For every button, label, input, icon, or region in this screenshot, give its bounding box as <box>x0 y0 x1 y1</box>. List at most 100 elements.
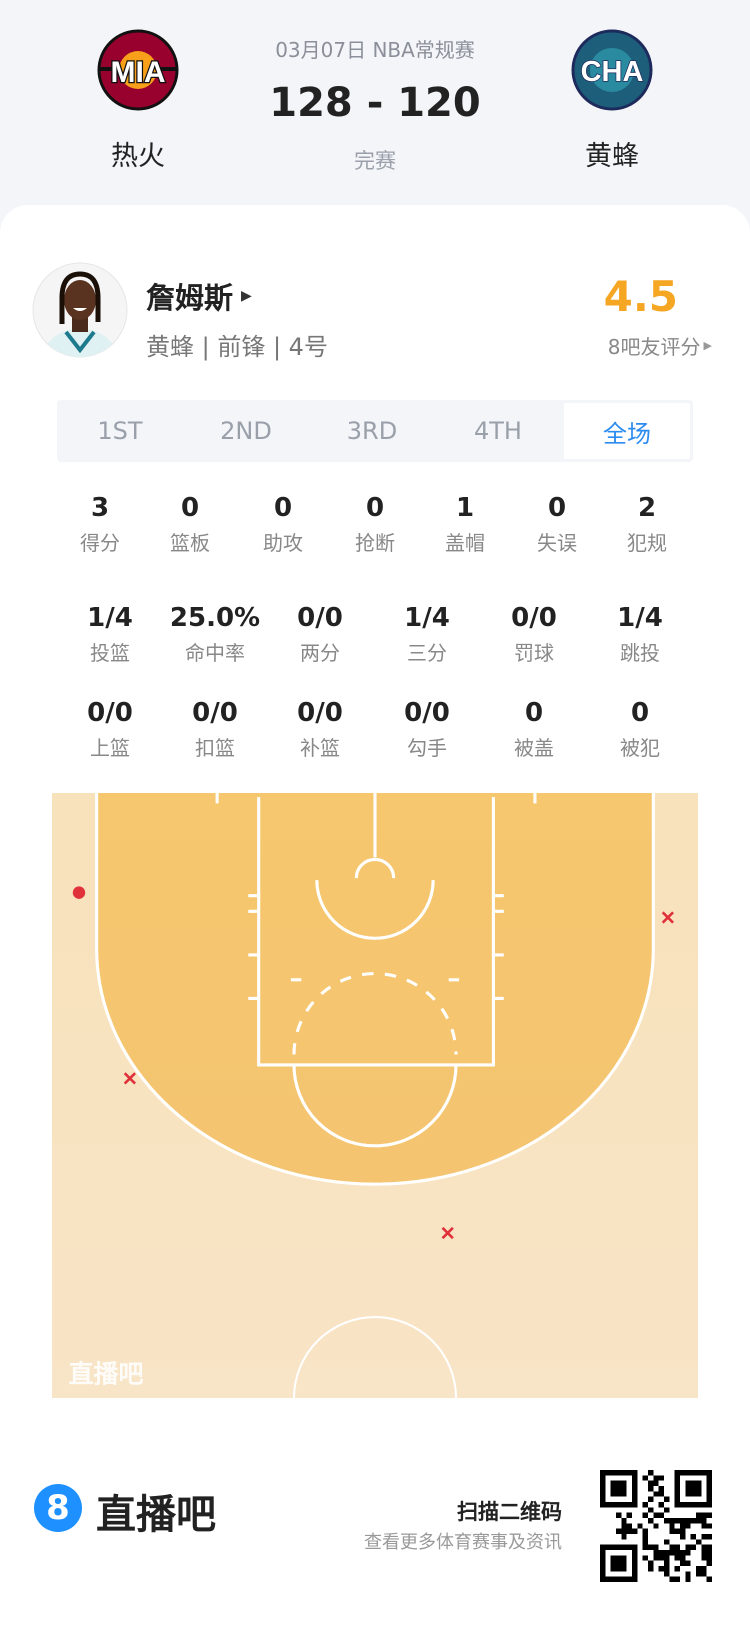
shot-missed-marker <box>441 1226 454 1240</box>
stat-value: 0 <box>365 493 385 523</box>
away-team-name: 黄蜂 <box>585 141 639 172</box>
stat-label: 投篮 <box>90 641 130 665</box>
shot-missed-marker <box>123 1072 137 1085</box>
baseline-ticks <box>215 793 537 804</box>
stat-value: 1 <box>455 493 475 523</box>
stat-item: 0/0 罚球 <box>479 601 589 666</box>
stat-value: 2 <box>637 493 657 523</box>
stat-label: 三分 <box>407 641 447 665</box>
stat-label: 篮板 <box>170 531 210 555</box>
stat-value: 0/0 <box>404 698 450 728</box>
stat-label: 勾手 <box>407 736 447 760</box>
stat-value: 3 <box>90 493 110 523</box>
caret-right-icon: ▶ <box>703 339 712 352</box>
shot-made-marker <box>72 886 86 899</box>
player-name: 詹姆斯 <box>146 281 234 315</box>
shot-missed-marker <box>661 911 674 924</box>
stat-value: 1/4 <box>617 603 663 633</box>
home-team-name: 热火 <box>111 141 165 172</box>
stat-item: 0/0 补篮 <box>265 696 375 761</box>
period-tabs: 1ST 2ND 3RD 4TH 全场 <box>57 400 693 462</box>
svg-text:MIA: MIA <box>111 56 166 89</box>
stat-label: 得分 <box>80 531 120 555</box>
stat-item: 3 得分 <box>45 491 155 556</box>
stat-label: 上篮 <box>90 736 130 760</box>
stat-item: 1 盖帽 <box>410 491 520 556</box>
stat-value: 0 <box>273 493 293 523</box>
three-point-area <box>96 793 654 1185</box>
stat-item: 0/0 勾手 <box>372 696 482 761</box>
cha-team-logo[interactable]: CHA <box>571 29 653 111</box>
stat-label: 失误 <box>537 531 577 555</box>
brand-logo-icon: 8 <box>34 1484 82 1532</box>
stat-value: 0/0 <box>192 698 238 728</box>
stat-item: 1/4 跳投 <box>585 601 695 666</box>
stat-item: 0 助攻 <box>228 491 338 556</box>
stat-label: 助攻 <box>263 531 303 555</box>
stat-label: 被盖 <box>514 736 554 760</box>
rating-label: 8吧友评分 <box>607 335 701 359</box>
stat-value: 0 <box>547 493 567 523</box>
stat-label: 两分 <box>300 641 340 665</box>
stat-item: 0 篮板 <box>135 491 245 556</box>
tab-1st[interactable]: 1ST <box>97 417 143 445</box>
stat-item: 1/4 三分 <box>372 601 482 666</box>
qr-title: 扫描二维码 <box>457 1500 562 1524</box>
stat-item: 0 失误 <box>502 491 612 556</box>
tab-3rd[interactable]: 3RD <box>346 417 398 445</box>
stat-label: 跳投 <box>620 641 660 665</box>
free-throw-lane <box>257 797 495 1067</box>
player-avatar[interactable] <box>32 262 128 358</box>
stat-item: 0/0 扣篮 <box>160 696 270 761</box>
restricted-area-arc <box>315 880 435 940</box>
stat-item: 0/0 上篮 <box>55 696 165 761</box>
svg-text:CHA: CHA <box>581 56 644 88</box>
stat-item: 25.0% 命中率 <box>160 601 270 666</box>
tab-full-game[interactable]: 全场 <box>564 403 690 459</box>
match-date-league: 03月07日 NBA常规赛 <box>275 38 475 62</box>
tab-4th[interactable]: 4TH <box>474 417 522 445</box>
stat-value: 0/0 <box>511 603 557 633</box>
caret-right-icon: ▶ <box>241 288 252 304</box>
stat-value: 0/0 <box>87 698 133 728</box>
lane-hash-marks <box>248 894 504 1001</box>
stat-value: 0/0 <box>297 603 343 633</box>
stat-item: 1/4 投篮 <box>55 601 165 666</box>
player-info: 黄蜂 | 前锋 | 4号 <box>146 333 328 361</box>
stat-value: 0/0 <box>297 698 343 728</box>
player-rating: 4.5 <box>603 272 678 321</box>
stat-item: 0 被盖 <box>479 696 589 761</box>
stat-label: 犯规 <box>627 531 667 555</box>
mia-team-logo[interactable]: MIA <box>97 29 179 111</box>
stat-value: 25.0% <box>169 603 261 633</box>
free-throw-circle-solid <box>292 1064 458 1148</box>
stat-label: 扣篮 <box>195 736 235 760</box>
stat-value: 0 <box>630 698 650 728</box>
player-name-link[interactable]: 詹姆斯 ▶ <box>146 275 252 317</box>
rating-link[interactable]: 8吧友评分 ▶ <box>608 331 712 360</box>
stat-item: 0/0 两分 <box>265 601 375 666</box>
half-court-circle <box>292 1316 458 1398</box>
stat-value: 0 <box>180 493 200 523</box>
stat-value: 0 <box>524 698 544 728</box>
stat-item: 2 犯规 <box>592 491 702 556</box>
stat-label: 盖帽 <box>445 531 485 555</box>
stat-item: 0 被犯 <box>585 696 695 761</box>
tab-2nd[interactable]: 2ND <box>220 417 272 445</box>
three-point-line <box>95 793 655 1186</box>
stat-label: 抢断 <box>355 531 395 555</box>
court-watermark: 直播吧 <box>69 1359 144 1388</box>
stat-item: 0 抢断 <box>320 491 430 556</box>
stat-value: 1/4 <box>404 603 450 633</box>
stat-label: 罚球 <box>514 641 554 665</box>
free-throw-circle-dashed <box>292 972 458 1055</box>
stat-label: 被犯 <box>620 736 660 760</box>
match-status: 完赛 <box>354 149 396 173</box>
hoop-arc <box>354 857 396 879</box>
qr-subtitle: 查看更多体育赛事及资讯 <box>364 1532 562 1553</box>
match-score: 128 - 120 <box>269 80 481 126</box>
stat-label: 命中率 <box>185 641 245 665</box>
shot-chart-court: 直播吧 <box>52 793 698 1398</box>
qr-code[interactable] <box>600 1470 712 1582</box>
stat-value: 1/4 <box>87 603 133 633</box>
